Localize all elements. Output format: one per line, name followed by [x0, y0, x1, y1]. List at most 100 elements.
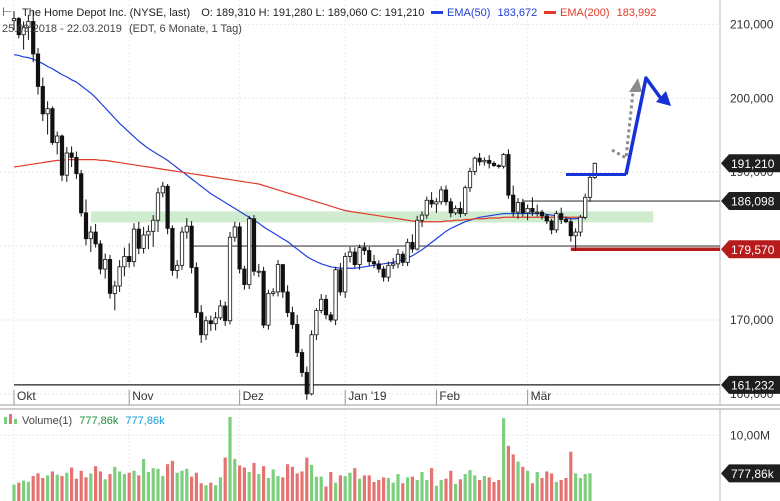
- candle-body: [266, 293, 271, 326]
- candle: [573, 228, 578, 251]
- candle: [203, 316, 209, 340]
- volume-bar: [439, 479, 443, 501]
- forecast-arrow-gray: [611, 91, 635, 161]
- candle-body: [31, 21, 36, 55]
- volume-bar: [367, 475, 371, 501]
- volume-bar: [377, 479, 381, 501]
- volume-bar: [348, 472, 352, 501]
- candle-body: [472, 157, 477, 172]
- candle: [227, 232, 233, 325]
- candle-body: [463, 187, 468, 214]
- volume-bar: [36, 473, 40, 501]
- candle-body: [357, 247, 362, 265]
- candle-body: [93, 231, 98, 245]
- candle-body: [299, 352, 305, 373]
- candle: [357, 244, 362, 270]
- volume-bar: [343, 476, 347, 501]
- ema200-value: 183,992: [617, 7, 657, 19]
- price-marker-bg: [721, 240, 780, 259]
- candle-body: [496, 165, 501, 167]
- candle: [31, 10, 36, 63]
- volume-bar: [449, 470, 453, 501]
- price-marker: 191,210: [721, 154, 780, 173]
- candle: [189, 220, 194, 274]
- candle-body: [251, 218, 257, 272]
- volume-bar: [324, 486, 328, 501]
- candle-body: [362, 247, 367, 251]
- period-info: (EDT, 6 Monate, 1 Tag): [129, 23, 242, 35]
- candle-body: [434, 201, 439, 205]
- candle-body: [367, 250, 372, 263]
- candle: [55, 131, 60, 155]
- forecast-arrow-gray-head: [629, 78, 642, 92]
- x-tick-label: Jan '19: [348, 389, 387, 403]
- volume-bar: [17, 482, 21, 501]
- candle: [362, 242, 367, 255]
- candle-body: [151, 219, 156, 232]
- candle-body: [391, 263, 396, 266]
- forecast-arrow-blue-head: [656, 91, 671, 106]
- candle-body: [371, 261, 377, 265]
- volume-bar: [238, 465, 242, 501]
- candle: [69, 146, 74, 168]
- candle: [213, 311, 218, 331]
- volume-bar: [60, 476, 64, 501]
- candle-body: [295, 324, 300, 353]
- volume-bar: [161, 476, 165, 501]
- candle-body: [170, 227, 175, 271]
- candle: [112, 280, 117, 311]
- volume-bar: [290, 466, 294, 501]
- volume-bar: [463, 474, 467, 501]
- volume-bar: [430, 468, 434, 501]
- price-marker-label: 161,232: [731, 378, 775, 392]
- volume-bar: [559, 479, 563, 501]
- candle-body: [218, 305, 223, 319]
- candle-body: [515, 202, 521, 213]
- ema50-value: 183,672: [497, 7, 537, 19]
- candle: [592, 162, 597, 179]
- candle: [434, 198, 439, 213]
- candle-body: [525, 208, 530, 214]
- candle-body: [453, 208, 458, 214]
- candle: [131, 223, 137, 267]
- x-tick-label: Dez: [243, 389, 264, 403]
- candle: [170, 225, 175, 276]
- volume-bar: [415, 479, 419, 501]
- candle-body: [410, 242, 415, 250]
- candle: [386, 261, 391, 282]
- candle-body: [203, 320, 209, 336]
- volume-tick-labels: 10,00M: [730, 428, 770, 442]
- candle-body: [439, 189, 444, 203]
- candle-body: [376, 263, 381, 270]
- volume-bar: [396, 474, 400, 501]
- volume-bar: [146, 472, 150, 501]
- volume-marker-label: 777,86k: [731, 467, 775, 481]
- candle-body: [40, 86, 45, 115]
- candle-body: [443, 189, 449, 203]
- candle: [530, 197, 535, 216]
- volume-bar: [406, 477, 410, 501]
- candle-body: [448, 201, 453, 214]
- candle: [487, 155, 492, 169]
- volume-bar: [583, 474, 587, 501]
- candle: [64, 147, 69, 182]
- candle: [194, 262, 199, 318]
- volume-bar: [31, 476, 35, 501]
- candle-body: [520, 202, 525, 214]
- candle-body: [573, 231, 578, 237]
- candle: [472, 156, 477, 176]
- candle: [506, 149, 511, 199]
- candle-body: [506, 154, 511, 196]
- candle-body: [285, 291, 290, 314]
- candle-body: [511, 194, 516, 213]
- candle: [477, 152, 482, 166]
- x-tick-label: Mär: [531, 389, 552, 403]
- volume-bar: [372, 481, 376, 501]
- volume-bar: [41, 478, 45, 501]
- volume-bars: [12, 416, 592, 501]
- candle-body: [69, 152, 74, 158]
- candle-body: [544, 215, 549, 222]
- x-tick-label: Feb: [439, 389, 460, 403]
- volume-value-1: 777,86k: [79, 415, 119, 427]
